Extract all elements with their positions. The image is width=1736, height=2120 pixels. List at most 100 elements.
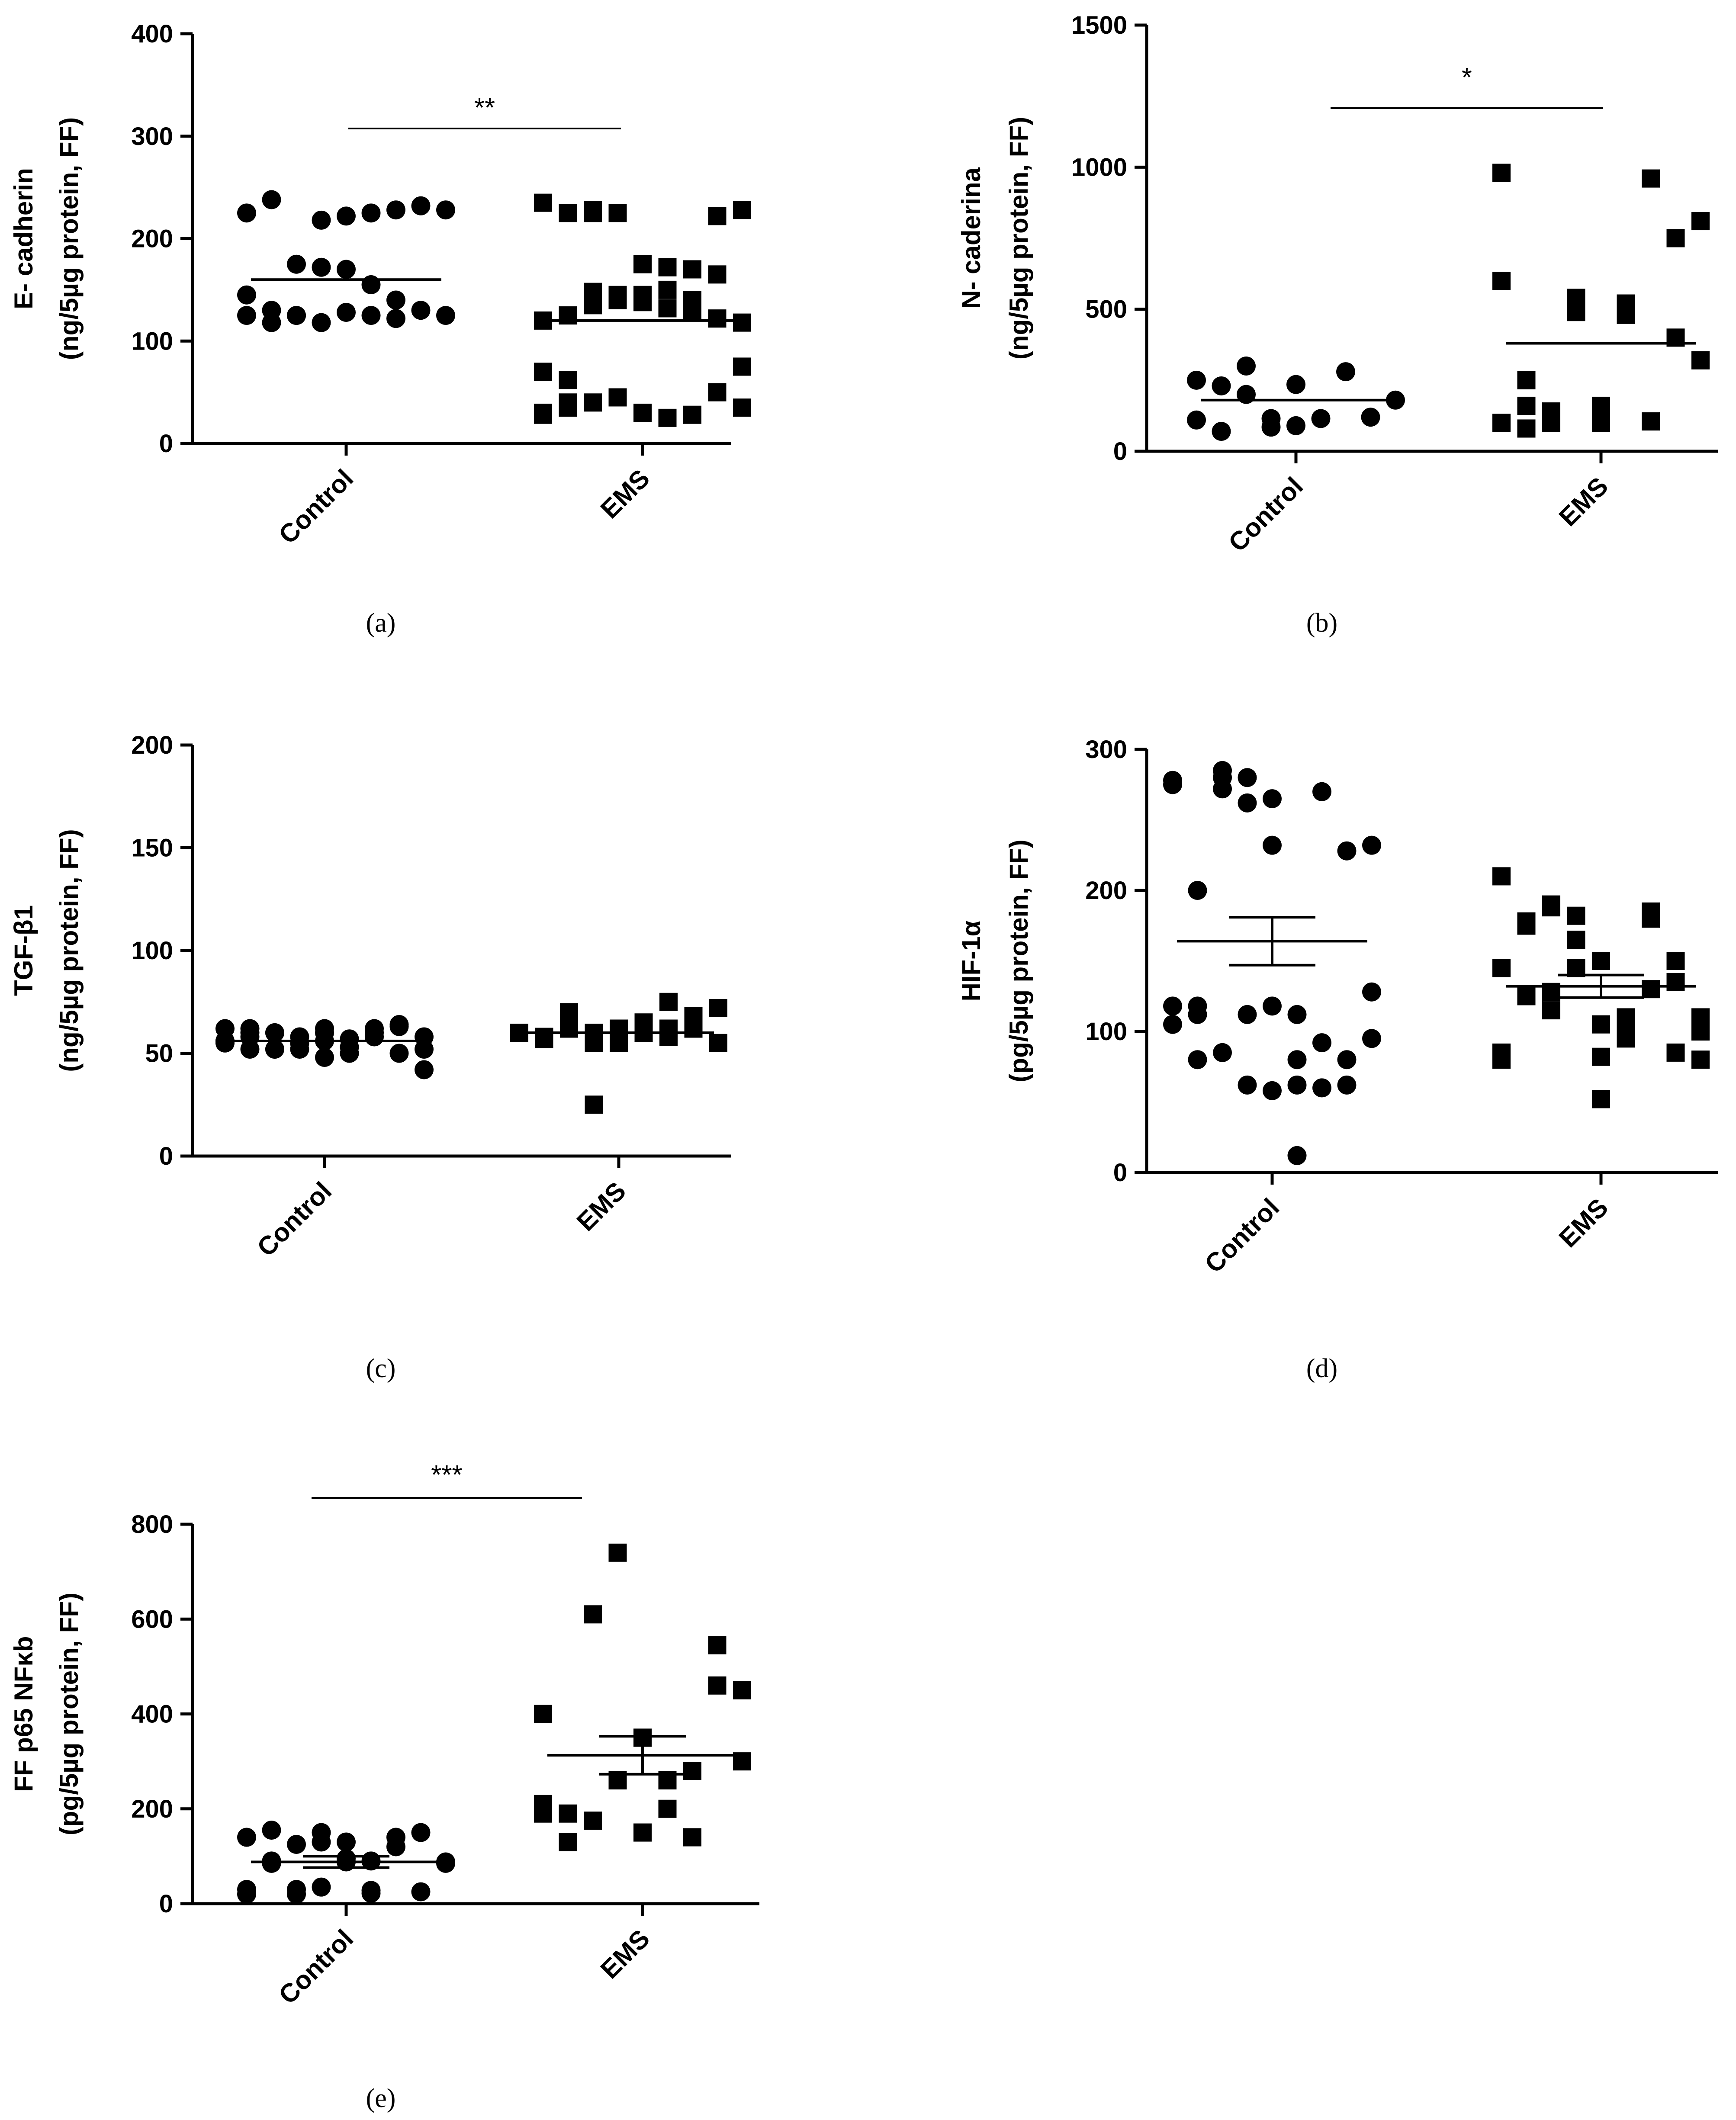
panel-b: 0 500 1000 1500 Control EMS N- caderina (ng/5µg… (957, 11, 1718, 638)
data-point-ems (708, 1636, 727, 1654)
data-point-ems (584, 204, 602, 222)
data-point-control (1361, 408, 1380, 427)
data-point-control (312, 313, 331, 332)
y-tick-label: 200 (131, 1795, 173, 1823)
data-point-control (1386, 390, 1405, 410)
y-axis-title: N- caderina (957, 167, 986, 308)
data-point-ems (683, 260, 701, 279)
data-point-ems (1642, 412, 1660, 431)
data-point-control (290, 1040, 309, 1059)
y-axis-subtitle: (pg/5µg protein, FF) (55, 1593, 84, 1835)
panel-a: 0 100 200 300 400 Control EMS E- cadherin (ng/5µ… (9, 20, 751, 638)
data-point-control (237, 306, 256, 325)
y-tick-label: 500 (1085, 296, 1127, 324)
data-point-control (312, 257, 331, 277)
data-point-control (1312, 782, 1331, 801)
data-point-ems (708, 207, 727, 225)
data-point-control (386, 309, 405, 328)
data-point-ems (559, 1804, 577, 1823)
data-point-control (436, 200, 455, 220)
data-point-control (1237, 357, 1256, 376)
data-point-ems (708, 265, 727, 284)
y-tick-label: 800 (131, 1510, 173, 1539)
data-point-control (1311, 409, 1331, 428)
data-point-control (1312, 1078, 1331, 1098)
data-point-control (315, 1048, 334, 1067)
y-axis-subtitle: (ng/5µg protein, FF) (55, 117, 84, 360)
data-point-control (1287, 1146, 1307, 1165)
data-point-control (237, 203, 256, 223)
y-axis-subtitle: (ng/5µg protein, FF) (1004, 117, 1033, 360)
data-point-ems (608, 1543, 627, 1562)
data-point-control (265, 1040, 284, 1059)
data-point-ems (1492, 959, 1511, 977)
data-point-ems (559, 1833, 577, 1851)
data-point-control (1312, 1033, 1331, 1053)
data-point-control (337, 206, 356, 226)
significance-label: * (1462, 63, 1472, 93)
x-tick-label: Control (273, 464, 359, 549)
data-point-ems (658, 299, 677, 318)
data-point-ems (1542, 414, 1560, 432)
data-point-ems (658, 280, 677, 299)
panel-caption: (b) (1306, 608, 1337, 638)
data-point-control (1287, 1050, 1307, 1070)
data-point-ems (709, 999, 727, 1017)
data-point-ems (1542, 1001, 1560, 1020)
y-tick-label: 200 (131, 225, 173, 253)
panel-caption: (c) (366, 1354, 396, 1383)
data-point-ems (559, 393, 577, 412)
data-point-ems (535, 1028, 553, 1046)
data-point-ems (1492, 164, 1511, 182)
y-tick-label: 0 (159, 1890, 173, 1918)
data-point-control (262, 1853, 281, 1873)
data-point-control (411, 1823, 431, 1842)
data-point-ems (733, 201, 751, 219)
data-point-ems (1666, 973, 1685, 991)
data-point-ems (1592, 396, 1610, 415)
data-point-ems (684, 1007, 703, 1025)
y-tick-label: 300 (131, 122, 173, 151)
data-point-control (415, 1040, 434, 1059)
y-tick-label: 1500 (1071, 11, 1127, 39)
data-point-ems (1567, 906, 1585, 925)
y-tick-label: 0 (1113, 437, 1127, 466)
data-point-control (389, 1044, 409, 1063)
data-point-ems (585, 1034, 603, 1052)
data-point-ems (584, 393, 602, 412)
data-point-control (361, 275, 381, 295)
data-point-control (411, 301, 431, 320)
data-point-ems (584, 296, 602, 315)
data-point-control (340, 1029, 359, 1049)
data-point-ems (534, 403, 552, 422)
data-point-control (1336, 362, 1355, 382)
x-tick-label: Control (273, 1924, 359, 2010)
data-point-control (436, 1852, 455, 1872)
data-point-ems (1642, 169, 1660, 188)
data-point-ems (584, 1812, 602, 1830)
data-point-ems (559, 204, 577, 222)
y-axis-title: FF p65 NFκb (9, 1636, 38, 1792)
data-point-ems (585, 1095, 603, 1114)
y-tick-label: 400 (131, 20, 173, 48)
data-point-ems (608, 291, 627, 309)
data-point-ems (1642, 980, 1660, 999)
data-point-control (1213, 1043, 1232, 1062)
data-point-ems (1592, 1047, 1610, 1066)
data-point-ems (608, 388, 627, 407)
data-point-control (287, 1885, 306, 1904)
data-point-control (1238, 793, 1257, 813)
data-point-ems (708, 1676, 727, 1695)
data-point-control (1238, 1075, 1257, 1095)
data-point-control (365, 1023, 384, 1042)
data-point-control (1188, 1005, 1207, 1024)
data-point-control (237, 285, 256, 305)
data-point-ems (1517, 987, 1536, 1005)
data-point-control (287, 1834, 306, 1854)
data-point-control (1337, 841, 1357, 861)
x-tick-label: EMS (595, 1924, 655, 1984)
data-point-ems (633, 1823, 652, 1842)
y-tick-label: 200 (131, 731, 173, 759)
data-point-control (1212, 422, 1231, 441)
data-point-control (389, 1017, 409, 1036)
